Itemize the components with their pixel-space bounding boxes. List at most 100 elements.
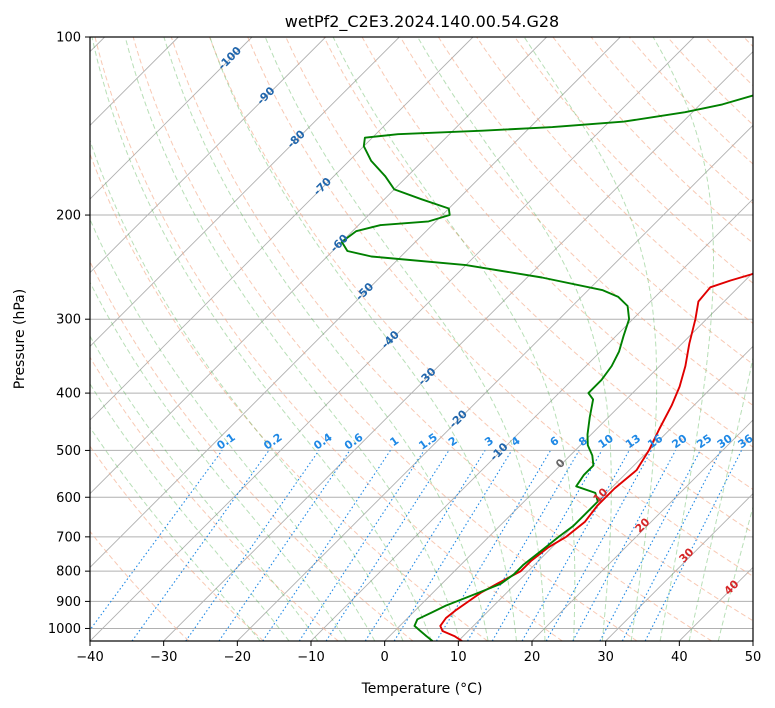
y-tick-label: 300 <box>56 313 81 328</box>
moist-adiabat-line <box>652 37 714 641</box>
chart-title: wetPf2_C2E3.2024.140.00.54.G28 <box>285 12 559 32</box>
mixing-ratio-label: 0.2 <box>261 431 284 453</box>
line-labels: -100-90-80-70-60-50-40-30-20-100.1 0.2 0.4… <box>214 44 755 598</box>
x-tick-label: 0 <box>381 650 389 665</box>
moist-adiabat-label: 10 <box>591 485 611 505</box>
dry-adiabat-line <box>90 152 488 641</box>
dry-adiabat-line <box>90 356 339 641</box>
dry-adiabat-line <box>552 37 753 244</box>
mixing-ratio-label: 30 <box>715 432 735 452</box>
dry-adiabat-line <box>323 37 753 491</box>
mixing-ratio-line <box>491 450 603 641</box>
mixing-ratio-line <box>262 450 391 641</box>
isotherm-label: -30 <box>415 365 438 388</box>
dry-adiabat-line <box>743 37 753 48</box>
isotherm-gridline <box>90 37 253 200</box>
mixing-ratio-line <box>131 450 270 641</box>
x-tick-label: 30 <box>597 650 614 665</box>
moist-adiabat-line <box>90 138 404 641</box>
mixing-ratio-label: 1 <box>388 434 402 449</box>
moist-adiabat-line <box>91 37 432 641</box>
isotherm-label: -80 <box>285 127 308 150</box>
x-tick-label: −20 <box>224 650 251 665</box>
mixing-ratio-label: 16 <box>645 432 665 452</box>
y-tick-label: 100 <box>56 31 81 46</box>
dry-adiabat-line <box>170 37 712 641</box>
mixing-ratio-line <box>521 450 630 641</box>
isotherm-label: -100 <box>215 44 244 73</box>
isotherm-gridline <box>90 37 621 568</box>
isotherm-gridline <box>531 419 753 641</box>
isotherm-gridline <box>605 493 753 641</box>
moist-adiabat-label: 30 <box>677 545 697 565</box>
moist-adiabat-line <box>90 382 290 641</box>
isotherm-gridline <box>384 272 753 641</box>
moist-adiabat-line <box>163 37 489 641</box>
moist-adiabat-line <box>90 281 347 641</box>
axis-ticks: −40 −30 −20 −10 0 10 20 30 40 5010020030040050060… <box>48 31 761 666</box>
isotherm-label: -90 <box>254 84 277 107</box>
plot-area <box>90 37 753 641</box>
mixing-ratio-line <box>572 450 677 641</box>
moist-adiabat-line <box>332 37 576 641</box>
mixing-ratio-label: 0.6 <box>342 430 366 452</box>
x-tick-label: 40 <box>671 650 688 665</box>
mixing-ratio-line <box>621 450 722 641</box>
moist-adiabat-line <box>688 355 753 641</box>
mixing-ratio-label: 10 <box>596 432 616 452</box>
dry-adiabat-line <box>94 37 563 641</box>
mixing-ratio-label: 0.4 <box>311 430 335 452</box>
moist-adiabat-line <box>523 37 658 641</box>
y-tick-label: 800 <box>56 565 81 580</box>
dry-adiabat-line <box>437 37 753 365</box>
isotherm-gridline <box>163 51 753 641</box>
y-tick-label: 200 <box>56 209 81 224</box>
mixing-ratio-line <box>185 450 320 641</box>
x-tick-label: 50 <box>745 650 762 665</box>
y-tick-label: 1000 <box>48 622 81 637</box>
dry-adiabat-line <box>476 37 753 325</box>
x-axis-title: Temperature (°C) <box>361 681 483 697</box>
temperature-trace <box>439 272 753 641</box>
y-tick-label: 700 <box>56 530 81 545</box>
moist-adiabat-label: 20 <box>633 515 653 535</box>
plot-frame <box>89 36 754 642</box>
x-tick-label: −10 <box>297 650 324 665</box>
moist-adiabat-line <box>209 37 517 641</box>
mixing-ratio-line <box>218 450 351 641</box>
x-tick-label: 10 <box>450 650 467 665</box>
dry-adiabat-line <box>285 37 753 534</box>
y-axis-title: Pressure (hPa) <box>12 289 28 389</box>
isotherm-gridline <box>752 640 753 641</box>
isotherm-gridline <box>90 37 326 274</box>
y-tick-label: 900 <box>56 595 81 610</box>
dry-adiabat-line <box>90 260 414 641</box>
moist-adiabat-line <box>417 37 612 641</box>
dewpoint-trace <box>340 94 753 641</box>
moist-adiabat-line <box>124 37 461 641</box>
moist-adiabat-line <box>90 335 319 641</box>
y-tick-label: 400 <box>56 387 81 402</box>
mixing-ratio-line <box>298 450 425 641</box>
isotherm-gridline <box>458 345 753 641</box>
dry-adiabat-line <box>90 445 264 641</box>
mixing-ratio-line <box>545 450 652 641</box>
x-tick-label: −40 <box>76 650 103 665</box>
mixing-ratio-label: 6 <box>548 434 562 449</box>
dry-adiabat-line <box>399 37 753 407</box>
mixing-ratio-label: 20 <box>670 432 690 452</box>
mixing-ratio-label: 1.5 <box>416 431 439 453</box>
dry-adiabat-line <box>705 37 753 87</box>
mixing-ratio-line <box>435 450 552 641</box>
mixing-ratio-label: 13 <box>623 432 643 451</box>
dry-adiabat-line <box>132 37 638 641</box>
moist-adiabat-line <box>717 505 753 641</box>
isotherm-gridline <box>90 37 400 347</box>
mixing-ratio-line <box>90 450 223 631</box>
mixing-ratio-line <box>467 450 580 641</box>
mixing-ratio-line <box>393 450 513 641</box>
isotherm-label: -20 <box>447 407 470 430</box>
dry-adiabat-line <box>590 37 753 205</box>
isotherm-gridline <box>90 37 547 495</box>
